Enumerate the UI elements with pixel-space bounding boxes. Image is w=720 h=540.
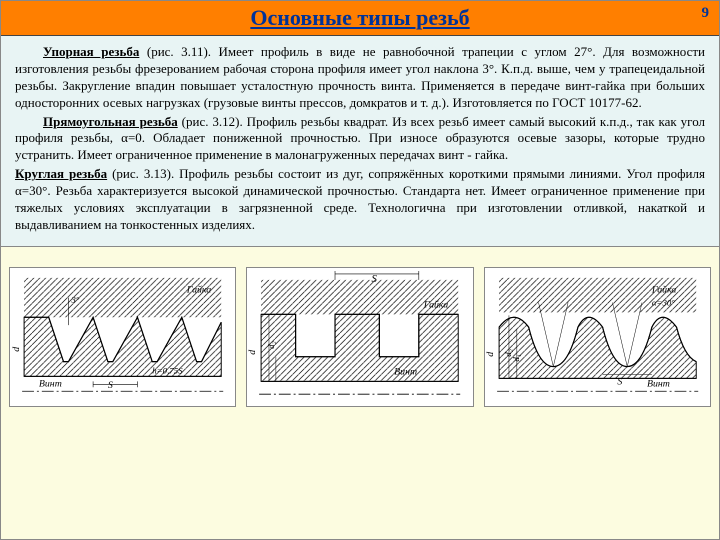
svg-text:Винт: Винт <box>394 366 417 377</box>
svg-text:Гайка: Гайка <box>423 299 449 310</box>
svg-text:h=0,75S: h=0,75S <box>152 365 183 375</box>
svg-text:d₁: d₁ <box>510 354 520 362</box>
paragraph-3: Круглая резьба (рис. 3.13). Профиль резь… <box>15 166 705 234</box>
svg-text:d: d <box>248 350 259 355</box>
p3-text: (рис. 3.13). Профиль резьбы состоит из д… <box>15 166 705 232</box>
page-number: 9 <box>702 5 710 22</box>
figures-row: Гайка Винт h=0,75S S d 3° <box>1 247 719 427</box>
svg-text:d: d <box>485 352 496 357</box>
svg-text:Винт: Винт <box>647 378 670 389</box>
svg-text:d₂: d₂ <box>266 341 276 349</box>
svg-text:Гайка: Гайка <box>651 284 677 295</box>
term-buttress: Упорная резьба <box>43 44 139 59</box>
figure-3-11: Гайка Винт h=0,75S S d 3° <box>9 267 236 407</box>
slide-title: Основные типы резьб <box>250 5 469 30</box>
slide-header: Основные типы резьб 9 <box>1 1 719 36</box>
svg-text:S: S <box>617 376 622 387</box>
svg-text:α=30°: α=30° <box>652 297 675 307</box>
svg-text:Гайка: Гайка <box>186 284 212 295</box>
term-square: Прямоугольная резьба <box>43 114 178 129</box>
svg-text:d: d <box>11 347 22 352</box>
slide-page: Основные типы резьб 9 Упорная резьба (ри… <box>0 0 720 540</box>
figure-3-13: Гайка α=30° Винт S d d₂ d₁ <box>484 267 711 407</box>
svg-text:Винт: Винт <box>39 378 62 389</box>
svg-text:S: S <box>108 380 113 391</box>
figure-3-12: S Гайка Винт d d₂ <box>246 267 473 407</box>
paragraph-1: Упорная резьба (рис. 3.11). Имеет профил… <box>15 44 705 112</box>
paragraph-2: Прямоугольная резьба (рис. 3.12). Профил… <box>15 114 705 165</box>
svg-text:3°: 3° <box>70 294 79 304</box>
text-block: Упорная резьба (рис. 3.11). Имеет профил… <box>1 36 719 247</box>
svg-text:S: S <box>372 273 378 285</box>
term-round: Круглая резьба <box>15 166 107 181</box>
